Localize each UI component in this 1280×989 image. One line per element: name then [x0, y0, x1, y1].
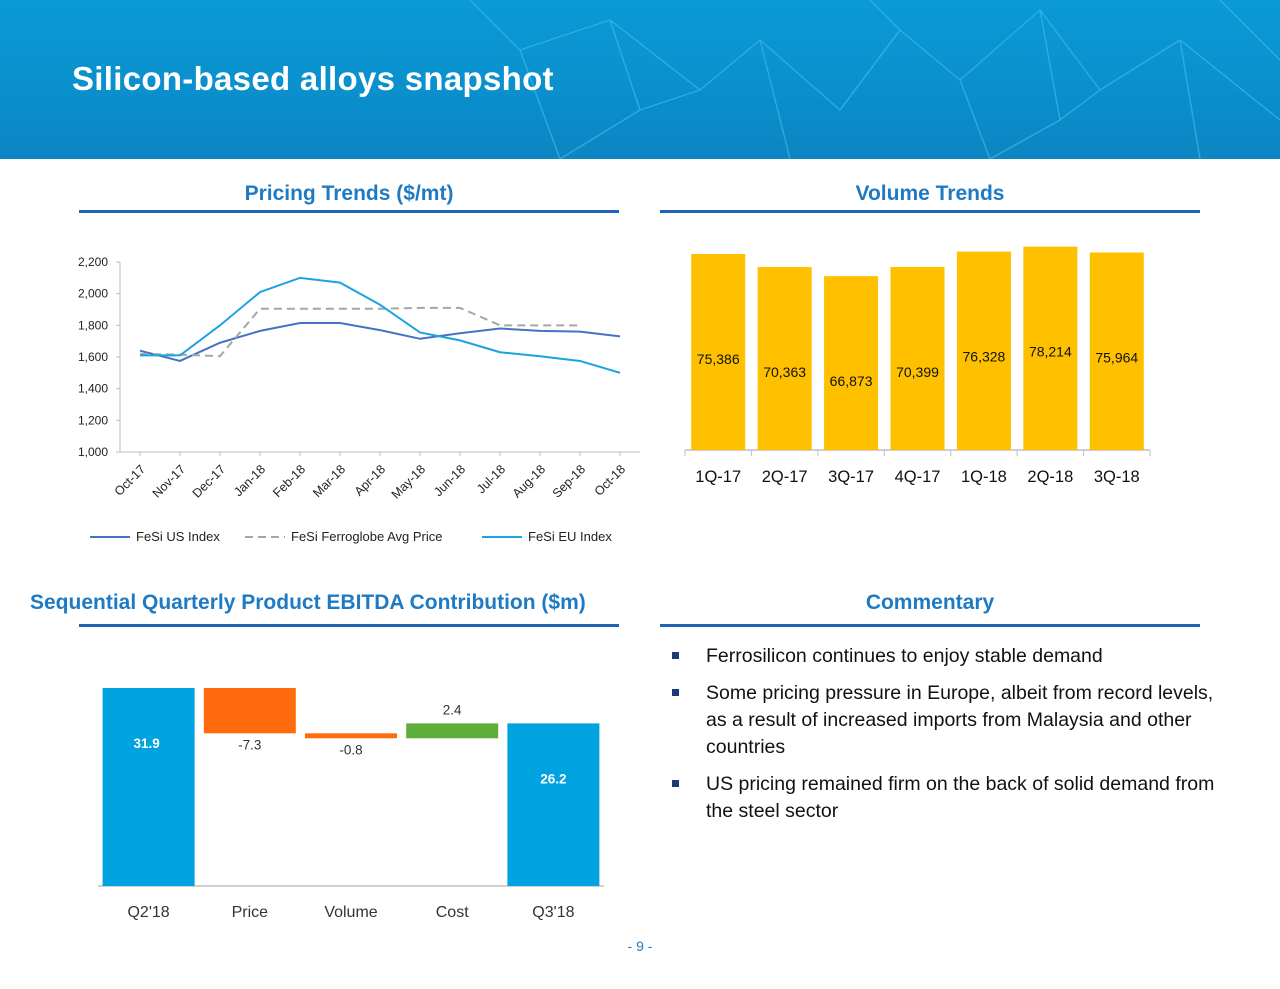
header-network-pattern [469, 0, 1280, 159]
x-tick-label: Sep-18 [550, 462, 588, 500]
volume-trends-title: Volume Trends [855, 182, 1005, 205]
bar-value-label: 75,386 [697, 351, 740, 367]
x-category-label: 1Q-18 [961, 468, 1007, 486]
commentary-text: US pricing remained firm on the back of … [706, 773, 1215, 822]
waterfall-bar [406, 723, 499, 739]
x-category-label: 4Q-17 [895, 468, 941, 486]
bar-value-label: 76,328 [963, 349, 1006, 365]
bar-value-label: 26.2 [540, 771, 566, 786]
x-category-label: 3Q-17 [828, 468, 874, 486]
commentary-bullet: US pricing remained firm on the back of … [666, 771, 1226, 825]
bar-value-label: 70,363 [763, 364, 806, 380]
x-category-label: 1Q-17 [695, 468, 741, 486]
y-tick-label: 1,200 [78, 413, 108, 427]
bar-value-label: 70,399 [896, 364, 939, 380]
ebitda-title-rule [79, 624, 619, 627]
x-category-label: 2Q-17 [762, 468, 808, 486]
x-tick-label: Jan-18 [231, 462, 268, 499]
x-category-label: Cost [436, 904, 469, 921]
waterfall-bar [203, 688, 296, 734]
commentary-list: Ferrosilicon continues to enjoy stable d… [666, 643, 1226, 835]
y-tick-label: 1,000 [78, 445, 108, 459]
x-tick-label: Nov-17 [150, 462, 188, 500]
bar-value-label: 66,873 [830, 373, 873, 389]
x-category-label: Volume [324, 904, 377, 921]
x-category-label: Q2'18 [127, 904, 169, 921]
x-tick-label: Jul-18 [474, 462, 508, 496]
commentary-bullet: Ferrosilicon continues to enjoy stable d… [666, 643, 1226, 670]
volume-bar [956, 251, 1011, 450]
bar-value-label: -0.8 [339, 742, 362, 757]
bullet-square-icon [672, 689, 679, 696]
y-tick-label: 1,600 [78, 350, 108, 364]
volume-bar [691, 253, 746, 450]
bullet-square-icon [672, 780, 679, 787]
x-tick-label: Aug-18 [510, 462, 548, 500]
y-tick-label: 1,400 [78, 382, 108, 396]
series-line-2 [139, 306, 580, 358]
series-line-1 [139, 321, 621, 363]
y-tick-label: 2,000 [78, 287, 108, 301]
bar-value-label: 31.9 [133, 736, 159, 751]
x-tick-label: Feb-18 [270, 462, 308, 500]
x-tick-label: Oct-18 [592, 462, 628, 498]
x-category-label: Price [232, 904, 269, 921]
x-category-label: 3Q-18 [1094, 468, 1140, 486]
commentary-text: Some pricing pressure in Europe, albeit … [706, 682, 1214, 758]
commentary-title-rule [660, 624, 1200, 627]
y-tick-label: 2,200 [78, 255, 108, 269]
legend-label: FeSi Ferroglobe Avg Price [291, 529, 443, 544]
ebitda-contribution-title: Sequential Quarterly Product EBITDA Cont… [30, 591, 586, 614]
bar-value-label: 2.4 [443, 702, 462, 717]
bullet-square-icon [672, 652, 679, 659]
waterfall-bar [305, 733, 397, 739]
series-line-3 [140, 276, 621, 374]
volume-trends-chart: 75,386 1Q-17 70,363 2Q-17 66,873 3Q-17 70,399 4… [684, 246, 1151, 486]
x-tick-label: Dec-17 [190, 462, 228, 500]
volume-bar [1089, 252, 1144, 450]
commentary-text: Ferrosilicon continues to enjoy stable d… [706, 645, 1103, 667]
volume-bar [890, 266, 945, 450]
y-tick-label: 1,800 [78, 318, 108, 332]
legend-label: FeSi EU Index [528, 529, 612, 544]
volume-bar [757, 267, 812, 450]
x-tick-label: Oct-17 [112, 462, 148, 498]
waterfall-bar [507, 723, 600, 886]
x-tick-label: Apr-18 [352, 462, 388, 498]
page-number: - 9 - [627, 938, 653, 954]
ebitda-waterfall-chart: 31.9 Q2'18 -7.3 Price -0.8 Volume 2.4 Cost 26.2 Q… [98, 688, 604, 921]
commentary-bullet: Some pricing pressure in Europe, albeit … [666, 680, 1226, 761]
x-tick-label: Jun-18 [431, 462, 468, 499]
volume-bar [824, 276, 879, 450]
x-category-label: 2Q-18 [1027, 468, 1073, 486]
commentary-title: Commentary [865, 591, 995, 614]
pricing-title-rule [79, 210, 619, 213]
bar-value-label: 78,214 [1029, 344, 1072, 360]
pricing-trends-title: Pricing Trends ($/mt) [244, 182, 454, 205]
volume-title-rule [660, 210, 1200, 213]
bar-value-label: 75,964 [1095, 349, 1138, 365]
bar-value-label: -7.3 [238, 737, 261, 752]
x-category-label: Q3'18 [532, 904, 574, 921]
waterfall-bar [102, 688, 195, 886]
legend-label: FeSi US Index [136, 529, 220, 544]
x-tick-label: Mar-18 [310, 462, 348, 500]
page-title: Silicon-based alloys snapshot [72, 60, 554, 97]
x-tick-label: May-18 [389, 462, 428, 501]
volume-bar [1023, 246, 1078, 450]
header-banner: Silicon-based alloys snapshot [0, 0, 1280, 159]
pricing-trends-chart: 1,000 1,200 1,400 1,600 1,800 2,000 2,200 Oct-1… [78, 255, 640, 544]
